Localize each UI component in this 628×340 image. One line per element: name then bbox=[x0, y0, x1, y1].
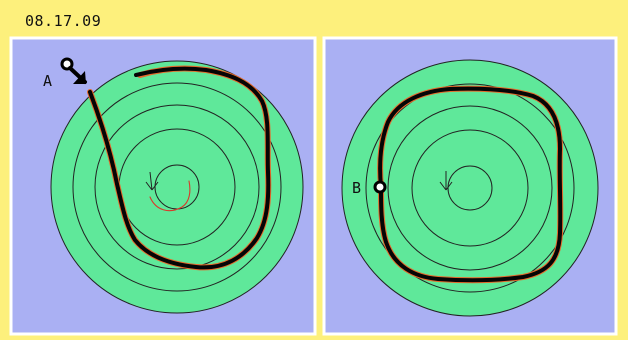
left-ring-2 bbox=[72, 82, 282, 292]
left-center-arrow bbox=[145, 171, 159, 191]
left-ring-3 bbox=[94, 104, 260, 270]
right-start-marker-icon bbox=[373, 180, 387, 194]
right-primary-trajectory bbox=[378, 86, 563, 283]
left-inner-guide bbox=[149, 180, 191, 212]
right-ring-2 bbox=[365, 83, 575, 293]
marker-b-label: B bbox=[352, 179, 361, 197]
left-panel: A bbox=[9, 36, 317, 336]
right-center-arrow bbox=[439, 171, 453, 191]
date-label: 08.17.09 bbox=[25, 12, 102, 30]
left-primary-trajectory bbox=[88, 66, 271, 270]
right-ring-1 bbox=[341, 59, 599, 317]
left-start-arrow-head bbox=[73, 71, 86, 84]
right-panel: B bbox=[322, 36, 618, 336]
right-ring-4 bbox=[411, 129, 529, 247]
left-ring-1 bbox=[50, 60, 304, 314]
right-target-fill bbox=[342, 60, 598, 316]
left-target-fill bbox=[51, 61, 303, 313]
marker-a-label: A bbox=[43, 72, 52, 90]
right-ring-3 bbox=[387, 105, 553, 271]
